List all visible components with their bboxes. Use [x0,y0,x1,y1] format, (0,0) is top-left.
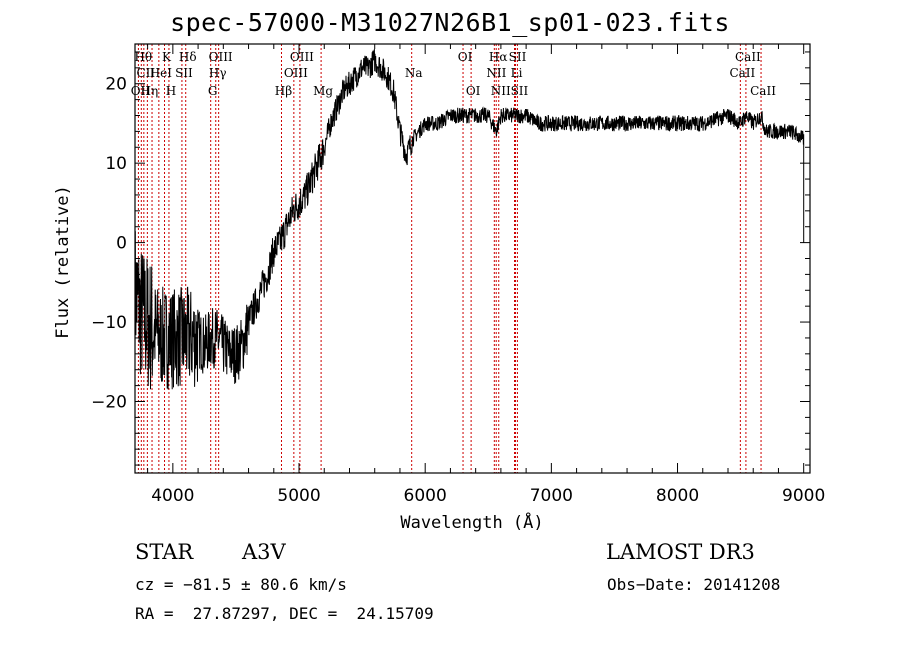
line-label: Hα [489,50,508,64]
x-tick-label: 6000 [404,486,447,506]
line-label: Mg [313,84,333,98]
line-label: OI [458,50,473,64]
object-subclass: A3V [242,540,286,564]
x-axis-label: Wavelength (Å) [400,511,543,533]
line-label: HeI [150,66,173,80]
line-label: OI [466,84,481,98]
plot-frame [134,43,811,474]
line-label: Hθ [134,50,152,64]
line-label: Na [405,66,423,80]
y-tick-label: 10 [105,154,127,174]
coordinates: RA = 27.87297, DEC = 24.15709 [135,604,434,623]
line-markers [137,44,762,473]
line-label: Hδ [179,50,197,64]
line-label: CaII [750,84,776,98]
y-tick-label: 0 [116,234,127,254]
line-labels: OII Hθ CII Hη HeI K H SII Hδ G Hγ OIII Hβ OIII OIII Mg N… [131,50,776,98]
line-label: SII [511,84,529,98]
y-tick-label: −10 [91,313,127,333]
x-tick-label: 8000 [656,486,699,506]
x-tick-label: 7000 [530,486,573,506]
line-label: Hγ [209,66,227,80]
line-label: H [166,84,176,98]
redshift-value: cz = −81.5 ± 80.6 km/s [135,575,347,594]
line-label: K [162,50,172,64]
x-tick-label: 9000 [782,486,825,506]
line-label: OIII [284,66,308,80]
x-tick-label: 5000 [277,486,320,506]
line-label: CII [136,66,155,80]
survey-name: LAMOST DR3 [606,540,755,564]
object-class: STAR [135,540,194,564]
line-label: Hη [141,84,159,98]
line-label: NII [491,84,511,98]
line-label: CaII [735,50,761,64]
line-label: Li [511,66,523,80]
axis-ticks: 4000 5000 6000 7000 8000 9000 −20 −10 0 10 20 [91,44,825,506]
line-label: G [208,84,218,98]
line-label: NII [486,66,506,80]
line-label: SII [509,50,527,64]
obs-date: Obs−Date: 20141208 [607,575,781,594]
x-tick-label: 4000 [151,486,194,506]
chart-title: spec-57000-M31027N26B1_sp01-023.fits [170,8,730,37]
line-label: CaII [729,66,755,80]
line-label: SII [175,66,193,80]
y-tick-label: 20 [105,75,127,95]
line-label: OII [131,84,151,98]
spectrum-line [135,48,805,390]
y-axis-label: Flux (relative) [53,185,73,339]
y-tick-label: −20 [91,393,127,413]
line-label: OIII [209,50,233,64]
line-label: OIII [290,50,314,64]
line-label: Hβ [275,84,292,98]
spectrum-layer [135,48,805,390]
